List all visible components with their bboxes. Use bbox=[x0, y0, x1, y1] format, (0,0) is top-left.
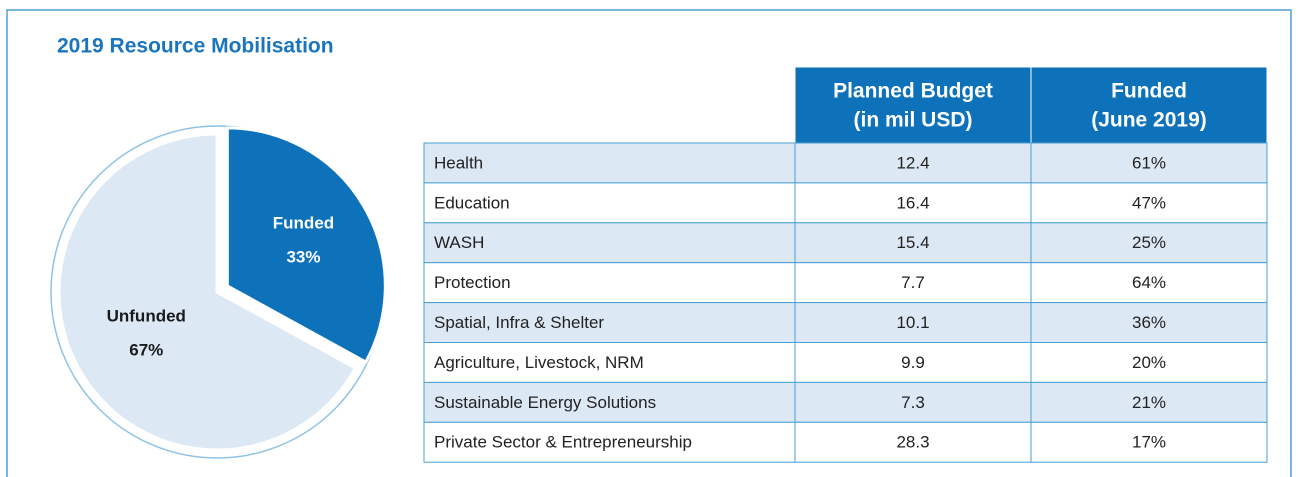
cell-value: 64% bbox=[1132, 273, 1166, 292]
row-label: Spatial, Infra & Shelter bbox=[434, 313, 604, 332]
cell-value: 12.4 bbox=[896, 153, 929, 172]
row-label: Private Sector & Entrepreneurship bbox=[434, 433, 692, 452]
row-label: WASH bbox=[434, 233, 484, 252]
cell-value: 9.9 bbox=[901, 353, 925, 372]
table-cell bbox=[794, 262, 1032, 304]
table-cell bbox=[794, 222, 1032, 264]
table-cell bbox=[794, 421, 1032, 463]
cell-value: 7.7 bbox=[901, 273, 925, 292]
table-cell bbox=[1030, 381, 1268, 423]
slice-value: 33% bbox=[286, 247, 320, 266]
table-cell bbox=[794, 142, 1032, 184]
header-text: (in mil USD) bbox=[854, 109, 973, 132]
slice-name: Funded bbox=[273, 213, 334, 232]
table-cell bbox=[423, 342, 796, 383]
table-cell bbox=[1030, 342, 1268, 383]
cell-value: 47% bbox=[1132, 193, 1166, 212]
row-label: Agriculture, Livestock, NRM bbox=[434, 353, 644, 372]
table-cell bbox=[1030, 302, 1268, 344]
cell-value: 25% bbox=[1132, 233, 1166, 252]
table-cell bbox=[1030, 182, 1268, 224]
cell-value: 36% bbox=[1132, 313, 1166, 332]
slice-value: 67% bbox=[129, 340, 163, 359]
cell-value: 17% bbox=[1132, 433, 1166, 452]
cell-value: 61% bbox=[1132, 153, 1166, 172]
cell-value: 20% bbox=[1132, 353, 1166, 372]
header-text: Funded bbox=[1111, 80, 1187, 103]
table-cell bbox=[1030, 421, 1268, 463]
table-cell bbox=[423, 421, 796, 463]
cell-value: 15.4 bbox=[896, 233, 929, 252]
header-text: (June 2019) bbox=[1091, 109, 1207, 132]
row-label: Health bbox=[434, 153, 483, 172]
table-cell bbox=[794, 342, 1032, 383]
cell-value: 7.3 bbox=[901, 393, 925, 412]
table-cell bbox=[1030, 262, 1268, 304]
table-cell bbox=[423, 302, 796, 344]
table-cell bbox=[1030, 222, 1268, 264]
cell-value: 28.3 bbox=[896, 433, 929, 452]
table-cell bbox=[423, 142, 796, 184]
row-label: Protection bbox=[434, 273, 511, 292]
pie-slice bbox=[225, 126, 387, 365]
cell-value: 16.4 bbox=[896, 193, 929, 212]
table-cell bbox=[423, 222, 796, 264]
header-text: Planned Budget bbox=[833, 80, 993, 103]
row-label: Sustainable Energy Solutions bbox=[434, 393, 656, 412]
pie-slice bbox=[57, 132, 358, 452]
table-cell bbox=[423, 381, 796, 423]
cell-value: 10.1 bbox=[896, 313, 929, 332]
header-cell bbox=[794, 66, 1032, 144]
panel-border bbox=[6, 9, 1292, 477]
chart-title: 2019 Resource Mobilisation bbox=[57, 35, 334, 58]
table-cell bbox=[794, 302, 1032, 344]
slice-name: Unfunded bbox=[107, 306, 186, 325]
table-cell bbox=[794, 381, 1032, 423]
row-label: Education bbox=[434, 193, 510, 212]
cell-value: 21% bbox=[1132, 393, 1166, 412]
header-cell bbox=[1030, 66, 1268, 144]
